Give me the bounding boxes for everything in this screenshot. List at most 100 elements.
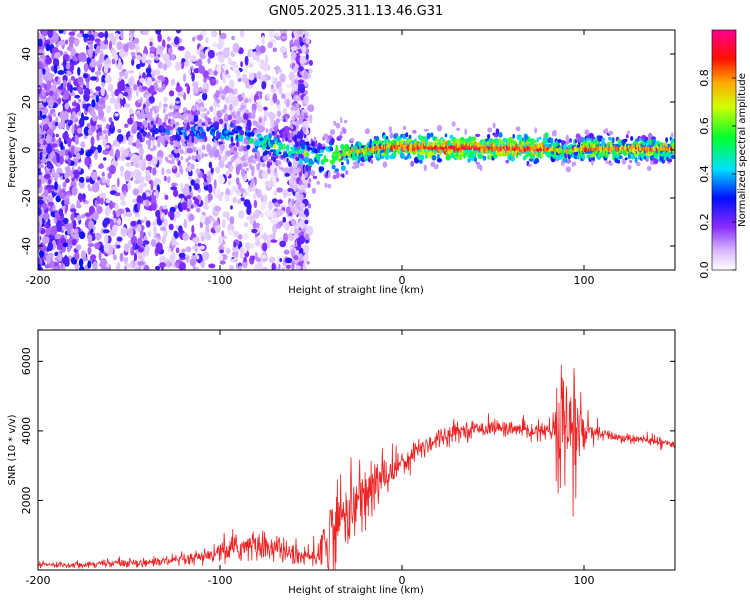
spectrogram-signal-cell xyxy=(206,110,210,115)
spectrogram-noise-cell xyxy=(303,95,309,104)
spectrogram-noise-cell xyxy=(185,254,190,263)
spectrogram-noise-cell xyxy=(58,30,64,34)
spectrogram-signal-core xyxy=(597,146,600,151)
spectrogram-noise-cell xyxy=(259,45,266,54)
spectrogram-signal-core xyxy=(367,147,369,152)
spectrogram-signal-cell xyxy=(221,94,225,101)
spectrogram-signal-core xyxy=(467,146,470,150)
spectrogram-signal-cell xyxy=(137,99,141,103)
spectrogram-noise-cell xyxy=(272,47,277,53)
spectrogram-noise-cell xyxy=(38,126,42,135)
spectrogram-signal-cell xyxy=(456,127,461,131)
spectrogram-noise-cell xyxy=(270,239,278,243)
spectrogram-noise-cell xyxy=(57,252,63,262)
spectrogram-noise-cell xyxy=(275,267,280,270)
spectrogram-noise-cell xyxy=(191,72,195,82)
spectrogram-signal-core xyxy=(672,146,674,151)
spectrogram-signal-cell xyxy=(340,161,344,166)
spectrogram-signal-cell xyxy=(566,159,570,165)
spectrogram-noise-cell xyxy=(262,202,268,207)
spectrogram-noise-cell xyxy=(138,247,144,253)
spectrogram-signal-cell xyxy=(340,116,343,124)
spectrogram-noise-cell xyxy=(163,228,168,239)
spectrogram-signal-cell xyxy=(327,171,331,179)
spectrogram-noise-cell xyxy=(74,252,80,260)
spectrogram-noise-cell xyxy=(116,133,124,143)
spectrogram-noise-cell xyxy=(150,181,154,191)
spectrogram-noise-cell xyxy=(155,189,159,200)
spectrogram-noise-cell xyxy=(100,258,108,267)
spectrogram-signal-core xyxy=(511,146,513,151)
spectrogram-signal-cell xyxy=(272,149,277,155)
spectrogram-signal-cell xyxy=(670,132,674,139)
spectrogram-noise-cell xyxy=(285,257,293,264)
spectrogram-noise-cell xyxy=(246,202,252,211)
spectrogram-noise-cell xyxy=(155,79,162,83)
spectrogram-signal-core xyxy=(488,146,490,151)
spectrogram-signal-cell xyxy=(219,89,224,94)
spectrogram-noise-cell xyxy=(116,244,121,249)
spectrogram-noise-cell xyxy=(69,84,73,93)
spectrogram-noise-cell xyxy=(120,200,126,206)
spectrogram-noise-cell xyxy=(159,262,166,268)
spectrogram-noise-cell xyxy=(88,219,94,229)
spectrogram-signal-cell xyxy=(505,159,510,164)
spectrogram-noise-cell xyxy=(77,67,81,76)
spectrogram-noise-cell xyxy=(104,75,112,84)
spectrogram-noise-cell xyxy=(90,36,95,41)
spectrogram-signal-core xyxy=(493,146,495,151)
spectrogram-noise-cell xyxy=(68,78,72,83)
spectrogram-signal-cell xyxy=(269,139,275,144)
colorbar: 0.00.20.40.60.8 Normalized spectral ampl… xyxy=(698,29,748,279)
spectrogram-noise-cell xyxy=(104,234,109,244)
spectrogram-noise-cell xyxy=(143,216,148,223)
spectrogram-noise-cell xyxy=(43,189,49,197)
spectrogram-noise-cell xyxy=(106,105,112,114)
y-tick-label: 20 xyxy=(20,95,33,109)
spectrogram-noise-cell xyxy=(170,53,175,61)
spectrogram-noise-cell xyxy=(79,117,85,128)
spectrogram-noise-cell xyxy=(53,172,60,178)
spectrogram-noise-cell xyxy=(280,117,284,122)
spectrogram-noise-cell xyxy=(62,110,69,121)
spectrogram-signal-cell xyxy=(565,134,569,142)
spectrogram-noise-cell xyxy=(119,165,125,172)
spectrogram-signal-cell xyxy=(180,138,185,144)
spectrogram-noise-cell xyxy=(229,61,237,66)
spectrogram-noise-cell xyxy=(249,49,254,58)
spectrogram-signal-cell xyxy=(364,128,370,135)
spectrogram-noise-cell xyxy=(276,208,283,217)
spectrogram-noise-cell xyxy=(52,32,59,43)
spectrogram-noise-cell xyxy=(234,101,239,107)
spectrogram-signal-cell xyxy=(174,100,180,104)
spectrogram-noise-cell xyxy=(136,63,141,70)
spectrogram-noise-cell xyxy=(164,194,169,200)
spectrogram-noise-cell xyxy=(296,237,301,248)
spectrogram-signal-core xyxy=(386,145,388,150)
spectrogram-noise-cell xyxy=(57,40,65,46)
spectrogram-signal-cell xyxy=(189,115,195,120)
spectrogram-noise-cell xyxy=(74,94,81,99)
spectrogram-noise-cell xyxy=(219,32,227,40)
spectrogram-signal-cell xyxy=(283,152,288,158)
spectrogram-noise-cell xyxy=(178,262,186,270)
spectrogram-noise-cell xyxy=(174,232,179,239)
spectrogram-noise-cell xyxy=(259,223,264,233)
spectrogram-signal-cell xyxy=(550,137,554,145)
spectrogram-noise-cell xyxy=(94,242,101,250)
spectrogram-noise-cell xyxy=(84,87,91,97)
spectrogram-noise-cell xyxy=(276,255,282,265)
spectrogram-signal-cell xyxy=(408,134,412,139)
spectrogram-signal-cell xyxy=(475,133,481,137)
spectrogram-noise-cell xyxy=(144,251,149,257)
spectrogram-signal-cell xyxy=(251,169,255,177)
spectrogram-signal-cell xyxy=(627,164,632,170)
spectrogram-noise-cell xyxy=(64,102,70,110)
spectrogram-noise-cell xyxy=(149,37,154,44)
spectrogram-noise-cell xyxy=(132,159,136,167)
spectrogram-noise-cell xyxy=(259,93,263,100)
spectrogram-signal-core xyxy=(443,145,446,150)
spectrogram-noise-cell xyxy=(62,58,67,69)
spectrogram-signal-cell xyxy=(342,128,347,134)
